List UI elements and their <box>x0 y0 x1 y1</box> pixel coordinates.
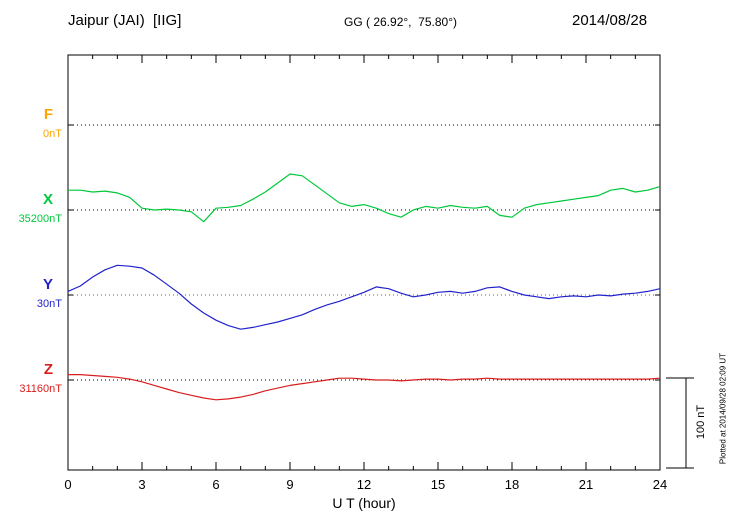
trace-X <box>68 173 661 223</box>
station-title: Jaipur (JAI) [IIG] <box>68 12 182 29</box>
x-tick-label-3: 3 <box>138 477 146 492</box>
x-tick-label-6: 6 <box>212 477 220 492</box>
x-tick-label-18: 18 <box>504 477 520 492</box>
scale-bar-label: 100 nT <box>695 404 707 440</box>
channel-label-X: X <box>42 191 53 208</box>
trace-Y <box>67 264 661 330</box>
channel-label-Z: Z <box>43 361 53 378</box>
channel-baseline-value-Z: 31160nT <box>19 383 62 395</box>
channel-baseline-value-Y: 30nT <box>36 298 62 310</box>
x-tick-label-21: 21 <box>578 477 594 492</box>
channel-label-F: F <box>43 106 53 123</box>
x-tick-label-12: 12 <box>356 477 372 492</box>
geographic-coords: GG ( 26.92°, 75.80°) <box>344 15 457 29</box>
trace-Z <box>68 374 661 401</box>
channel-baseline-value-F: 0nT <box>43 128 62 140</box>
channel-label-Y: Y <box>42 276 53 293</box>
x-tick-label-24: 24 <box>652 477 668 492</box>
plotted-at-note: Plotted at 2014/09/28 02:09 UT <box>718 352 728 465</box>
x-tick-label-0: 0 <box>64 477 72 492</box>
channel-baseline-value-X: 35200nT <box>18 213 62 225</box>
plot-frame <box>67 54 661 471</box>
x-axis-label: U T (hour) <box>332 495 396 511</box>
x-tick-label-15: 15 <box>430 477 446 492</box>
x-tick-label-9: 9 <box>286 477 294 492</box>
plot-date: 2014/08/28 <box>572 12 648 29</box>
